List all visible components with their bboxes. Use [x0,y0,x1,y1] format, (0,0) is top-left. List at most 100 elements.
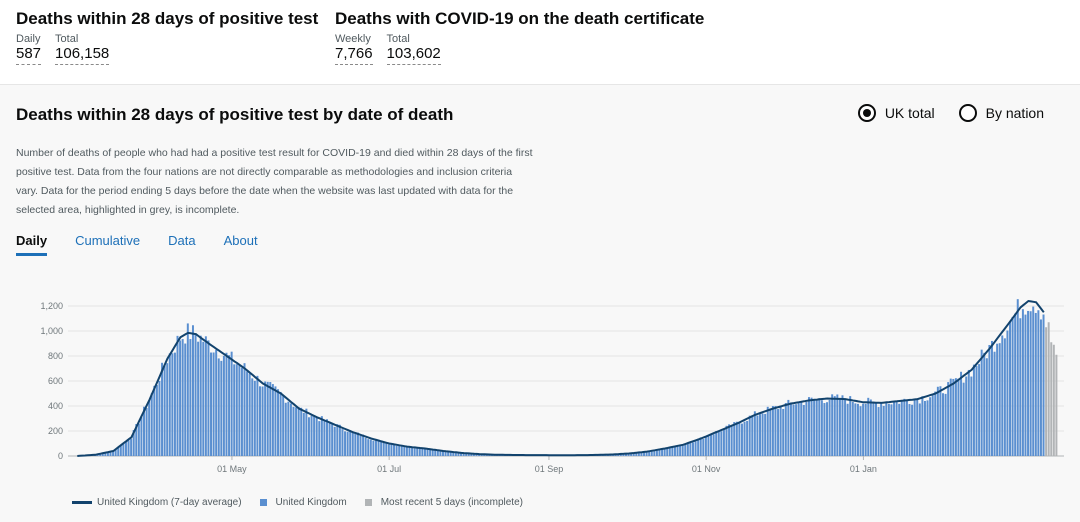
bar [627,453,630,456]
bar [369,439,372,456]
bar [217,358,220,456]
bar [704,436,707,456]
bar [305,408,308,456]
bar [789,402,792,456]
bar [155,384,158,456]
bar [849,396,852,456]
bar [949,378,952,456]
bar [207,340,210,456]
legend-item-incomplete: Most recent 5 days (incomplete) [364,497,523,508]
bar [738,422,741,456]
bar [908,404,911,456]
bar [916,399,919,456]
bar [681,445,684,456]
bar [408,447,411,456]
bar [457,452,460,456]
radio-by-nation[interactable]: By nation [958,104,1044,122]
bar [859,406,862,456]
x-tick-label: 01 Jul [377,464,401,474]
bar [699,437,702,456]
bar [143,406,145,456]
bar [983,352,986,456]
bar [1019,318,1022,456]
bar [844,399,847,456]
bar [137,423,140,456]
bar [673,446,676,456]
bar [295,407,298,456]
bar [346,431,349,456]
stat-value[interactable]: 587 [16,45,42,65]
tab-cumulative[interactable]: Cumulative [75,233,141,248]
bar [326,419,328,456]
bar [813,399,816,456]
bar [449,451,452,456]
headline-title: Deaths within 28 days of positive test [16,9,319,28]
incomplete-bar [1052,344,1055,456]
bar [1021,309,1024,456]
bar [423,449,426,456]
bar [472,453,475,456]
bar [893,401,896,456]
bar [101,453,104,456]
bar [374,439,377,456]
stat-value[interactable]: 106,158 [55,45,110,65]
bar [823,403,826,456]
bar [426,448,429,456]
y-tick-label: 0 [58,451,63,461]
bar [952,378,955,456]
bar [815,399,818,456]
bar [931,395,934,456]
bar [135,424,138,456]
y-tick-label: 1,200 [40,301,63,311]
bar [689,442,692,456]
bar [692,442,694,456]
radio-uk-total[interactable]: UK total [857,104,935,122]
bar [99,453,102,456]
bar [400,446,403,456]
bar [864,403,867,456]
bar [215,349,218,456]
seven-day-average-line [77,299,1045,457]
bar [323,420,326,456]
bar [238,364,241,456]
tab-data[interactable]: Data [168,233,196,248]
bar [320,416,323,456]
bar [826,402,829,456]
bar [377,439,380,456]
bar [158,380,161,456]
bar [650,451,653,456]
bar [880,403,883,456]
bar [261,386,264,456]
bar [194,334,197,456]
bar [106,451,109,456]
bar [710,434,713,456]
bar [993,351,996,456]
bar [831,394,834,456]
bar [114,449,117,456]
bar [277,389,280,456]
stat-value[interactable]: 7,766 [335,45,373,65]
bar [462,453,465,456]
bar [212,352,215,456]
tab-about[interactable]: About [223,233,258,248]
bar [240,367,243,456]
bar [130,438,133,456]
bar [990,340,993,456]
bar [728,424,731,456]
bar [856,403,859,456]
headline-title: Deaths with COVID-19 on the death certif… [335,9,705,28]
stat-value[interactable]: 103,602 [386,45,441,65]
bar [310,415,313,456]
bar [684,444,687,456]
tab-daily[interactable]: Daily [16,233,48,256]
bar [926,400,929,456]
headline-deaths-28-days: Deaths within 28 days of positive test D… [16,9,318,65]
chart-legend: United Kingdom (7-day average) United Ki… [72,497,541,508]
bar [166,363,169,456]
x-tick-label: 01 Nov [692,464,721,474]
x-tick-label: 01 May [217,464,247,474]
deaths-bar-chart: 0 200 400 600 800 1,000 1,200 01 May 01 Jul 01 S… [40,299,1064,474]
y-tick-label: 800 [48,351,63,361]
bar [895,400,898,456]
incomplete-bar [1047,322,1050,456]
